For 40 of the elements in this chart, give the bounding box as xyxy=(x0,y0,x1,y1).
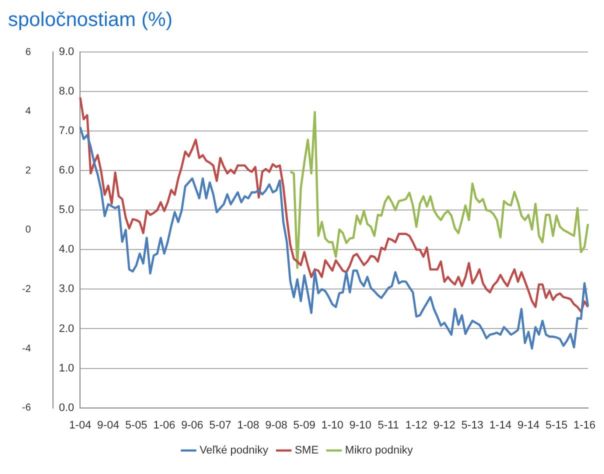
x-tick-label: 1-14 xyxy=(489,419,512,432)
y2-tick-label: 6 xyxy=(25,46,32,58)
x-tick-label: 9-10 xyxy=(349,419,372,432)
x-tick-label: 1-04 xyxy=(69,419,92,432)
legend-label: Veľké podniky xyxy=(200,444,269,457)
x-tick-label: 5-13 xyxy=(461,419,484,432)
y2-tick-label: 0 xyxy=(25,224,32,236)
y2-tick-label: -2 xyxy=(22,284,32,295)
y-tick-label: 1.0 xyxy=(58,362,74,374)
y-tick-label: 8.0 xyxy=(58,86,74,98)
x-tick-label: 1-08 xyxy=(237,419,260,432)
x-tick-label: 9-14 xyxy=(517,419,540,432)
y-tick-label: 5.0 xyxy=(58,204,74,216)
y2-tick-label: 2 xyxy=(25,165,32,176)
y-tick-label: 6.0 xyxy=(58,164,74,177)
y2-tick-label: 4 xyxy=(25,106,32,118)
y2-tick-label: -6 xyxy=(22,402,32,414)
y2-tick-label: -4 xyxy=(22,343,32,354)
x-tick-label: 1-10 xyxy=(321,419,344,432)
x-tick-label: 5-09 xyxy=(293,419,316,432)
x-tick-label: 5-11 xyxy=(378,419,399,432)
y-tick-label: 7.0 xyxy=(58,125,74,138)
x-tick-label: 5-15 xyxy=(545,419,568,432)
legend-label: SME xyxy=(294,444,319,457)
x-tick-label: 9-06 xyxy=(181,419,204,432)
y-tick-label: 9.0 xyxy=(58,46,74,58)
x-tick-label: 5-07 xyxy=(209,419,232,432)
legend-label: Mikro podniky xyxy=(345,444,414,457)
y-tick-label: 2.0 xyxy=(58,322,74,335)
y-tick-label: 0.0 xyxy=(58,402,74,414)
x-tick-label: 5-05 xyxy=(125,419,148,432)
x-tick-label: 9-04 xyxy=(97,419,120,432)
x-tick-label: 1-16 xyxy=(573,419,596,432)
chart-title: spoločnostiam (%) xyxy=(8,8,174,32)
x-tick-label: 9-08 xyxy=(265,419,288,432)
y-tick-label: 3.0 xyxy=(58,283,74,296)
x-tick-label: 9-12 xyxy=(433,419,456,432)
x-tick-label: 1-06 xyxy=(153,419,176,432)
x-tick-label: 1-12 xyxy=(405,419,428,432)
y-tick-label: 4.0 xyxy=(58,244,74,256)
